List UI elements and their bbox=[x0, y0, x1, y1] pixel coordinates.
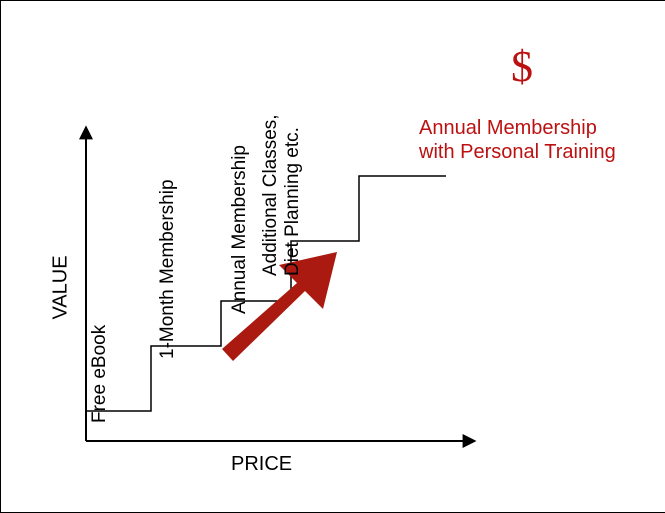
dollar-icon: $ bbox=[511, 41, 533, 92]
y-axis-label: VALUE bbox=[50, 255, 73, 319]
chart-svg bbox=[1, 1, 665, 512]
step-3-label: Annual Membership bbox=[229, 145, 251, 314]
value-ladder-chart: { "chart": { "type": "step-line", "width… bbox=[0, 0, 665, 513]
step-2-label: 1-Month Membership bbox=[157, 179, 179, 359]
step-1-label: Free eBook bbox=[89, 325, 111, 423]
highlight-label: Annual Membership with Personal Training bbox=[419, 116, 616, 164]
step-4-label: Additional Classes, Diet Planning etc. bbox=[260, 114, 304, 276]
x-axis-label: PRICE bbox=[231, 453, 292, 476]
